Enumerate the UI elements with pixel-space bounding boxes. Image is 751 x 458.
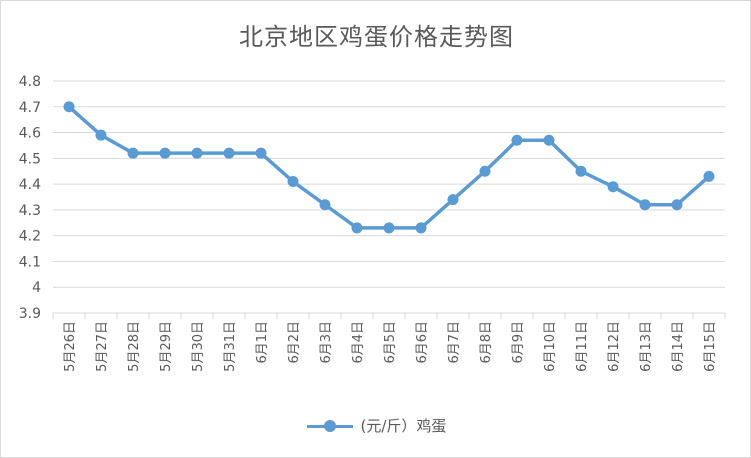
- x-tick-label: 6月1日: [255, 321, 270, 364]
- data-point: [575, 165, 587, 177]
- data-point: [127, 147, 139, 159]
- x-tick-label: 6月13日: [639, 321, 654, 372]
- data-point: [319, 199, 331, 211]
- plot-area: 3.9 4 4.1 4.2 4.3 4.4 4.5 4.6 4.7 4.8 5月26日 5月27日 5月…: [19, 74, 726, 372]
- data-point: [479, 165, 491, 177]
- x-tick-label: 5月29日: [159, 321, 174, 372]
- x-tick-label: 5月27日: [95, 321, 110, 372]
- x-tick-label: 6月14日: [671, 321, 686, 372]
- data-point: [255, 147, 267, 159]
- data-point: [287, 176, 299, 188]
- x-tick-label: 6月9日: [511, 321, 526, 364]
- x-tick-label: 6月6日: [415, 321, 430, 364]
- data-point: [639, 199, 651, 211]
- y-tick-label: 4.8: [19, 74, 41, 90]
- y-tick-label: 4.3: [19, 203, 41, 219]
- y-tick-label: 4.4: [19, 177, 41, 193]
- data-point: [159, 147, 171, 159]
- data-point: [447, 194, 459, 206]
- x-tick-label: 6月7日: [447, 321, 462, 364]
- x-tick-label: 6月11日: [575, 321, 590, 372]
- y-tick-label: 4.2: [19, 229, 41, 245]
- x-tick-label: 6月4日: [351, 321, 366, 364]
- x-tick-label: 5月31日: [223, 321, 238, 372]
- y-tick-label: 4.5: [19, 151, 41, 167]
- y-tick-label: 4.7: [19, 100, 41, 116]
- x-tick-label: 6月15日: [703, 321, 718, 372]
- x-tick-label: 5月26日: [63, 321, 78, 372]
- data-point: [607, 181, 619, 193]
- data-point: [351, 222, 363, 234]
- data-point: [511, 134, 523, 146]
- data-point: [415, 222, 427, 234]
- data-point: [95, 129, 107, 141]
- legend-marker: [306, 418, 353, 434]
- legend: (元/斤）鸡蛋: [1, 415, 751, 436]
- x-tick-label: 6月3日: [319, 321, 334, 364]
- y-tick-label: 4: [32, 280, 41, 296]
- legend-label: (元/斤）鸡蛋: [360, 417, 447, 435]
- x-tick-label: 6月10日: [543, 321, 558, 372]
- x-tick-label: 6月12日: [607, 321, 622, 372]
- x-tick-label: 5月30日: [191, 321, 206, 372]
- data-point: [63, 101, 75, 113]
- data-point: [543, 134, 555, 146]
- data-point: [191, 147, 203, 159]
- y-tick-label: 3.9: [19, 306, 41, 322]
- y-tick-label: 4.1: [19, 254, 41, 270]
- x-tick-label: 5月28日: [127, 321, 142, 372]
- x-tick-label: 6月8日: [479, 321, 494, 364]
- data-point: [383, 222, 395, 234]
- y-tick-label: 4.6: [19, 126, 41, 142]
- data-point: [703, 170, 715, 182]
- chart-title: 北京地区鸡蛋价格走势图: [239, 23, 514, 51]
- data-point: [223, 147, 235, 159]
- x-tick-label: 6月2日: [287, 321, 302, 364]
- x-tick-label: 6月5日: [383, 321, 398, 364]
- data-point: [671, 199, 683, 211]
